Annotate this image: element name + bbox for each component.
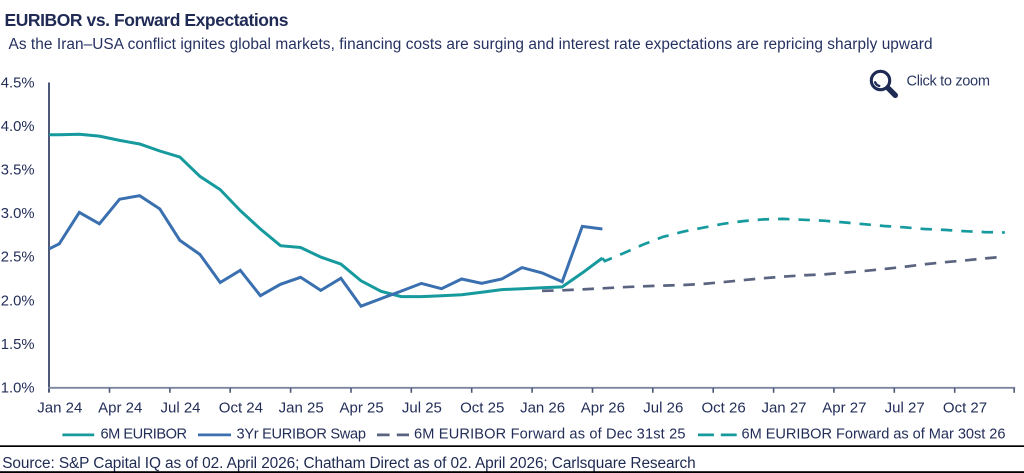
svg-text:2.5%: 2.5% <box>1 250 35 266</box>
svg-text:4.5%: 4.5% <box>1 75 35 91</box>
svg-text:Jan 25: Jan 25 <box>279 399 324 416</box>
svg-text:Jul 25: Jul 25 <box>402 399 442 416</box>
svg-text:Source: S&P Capital IQ as of 0: Source: S&P Capital IQ as of 02. April 2… <box>2 455 696 472</box>
svg-text:1.0%: 1.0% <box>1 381 35 397</box>
svg-text:Jul 27: Jul 27 <box>885 399 925 416</box>
svg-text:4.0%: 4.0% <box>1 119 35 135</box>
svg-text:Jan 27: Jan 27 <box>761 399 806 416</box>
svg-text:Oct 25: Oct 25 <box>460 399 504 416</box>
svg-text:As the Iran–USA conflict ignit: As the Iran–USA conflict ignites global … <box>9 36 933 53</box>
svg-text:6M EURIBOR Forward as of Mar 3: 6M EURIBOR Forward as of Mar 30st 26 <box>742 427 1006 443</box>
svg-text:EURIBOR vs. Forward Expectatio: EURIBOR vs. Forward Expectations <box>5 10 289 30</box>
svg-text:1.5%: 1.5% <box>1 337 35 353</box>
svg-text:Apr 26: Apr 26 <box>581 399 625 416</box>
svg-text:Oct 26: Oct 26 <box>702 399 746 416</box>
svg-text:3.5%: 3.5% <box>1 163 35 179</box>
svg-text:Jan 26: Jan 26 <box>520 399 565 416</box>
svg-text:3.0%: 3.0% <box>1 206 35 222</box>
svg-text:Oct 24: Oct 24 <box>219 399 263 416</box>
svg-text:6M EURIBOR: 6M EURIBOR <box>101 427 188 443</box>
svg-text:Apr 27: Apr 27 <box>822 399 866 416</box>
svg-text:2.0%: 2.0% <box>1 293 35 309</box>
svg-text:6M EURIBOR Forward as of Dec 3: 6M EURIBOR Forward as of Dec 31st 25 <box>414 427 686 443</box>
svg-text:3Yr EURIBOR Swap: 3Yr EURIBOR Swap <box>237 427 367 443</box>
svg-text:Jul 24: Jul 24 <box>160 399 200 416</box>
svg-text:Apr 24: Apr 24 <box>98 399 142 416</box>
svg-text:Apr 25: Apr 25 <box>339 399 383 416</box>
svg-text:Jan 24: Jan 24 <box>37 399 82 416</box>
svg-text:Jul 26: Jul 26 <box>643 399 683 416</box>
svg-text:Oct 27: Oct 27 <box>943 399 987 416</box>
svg-text:Click to zoom: Click to zoom <box>907 74 991 90</box>
